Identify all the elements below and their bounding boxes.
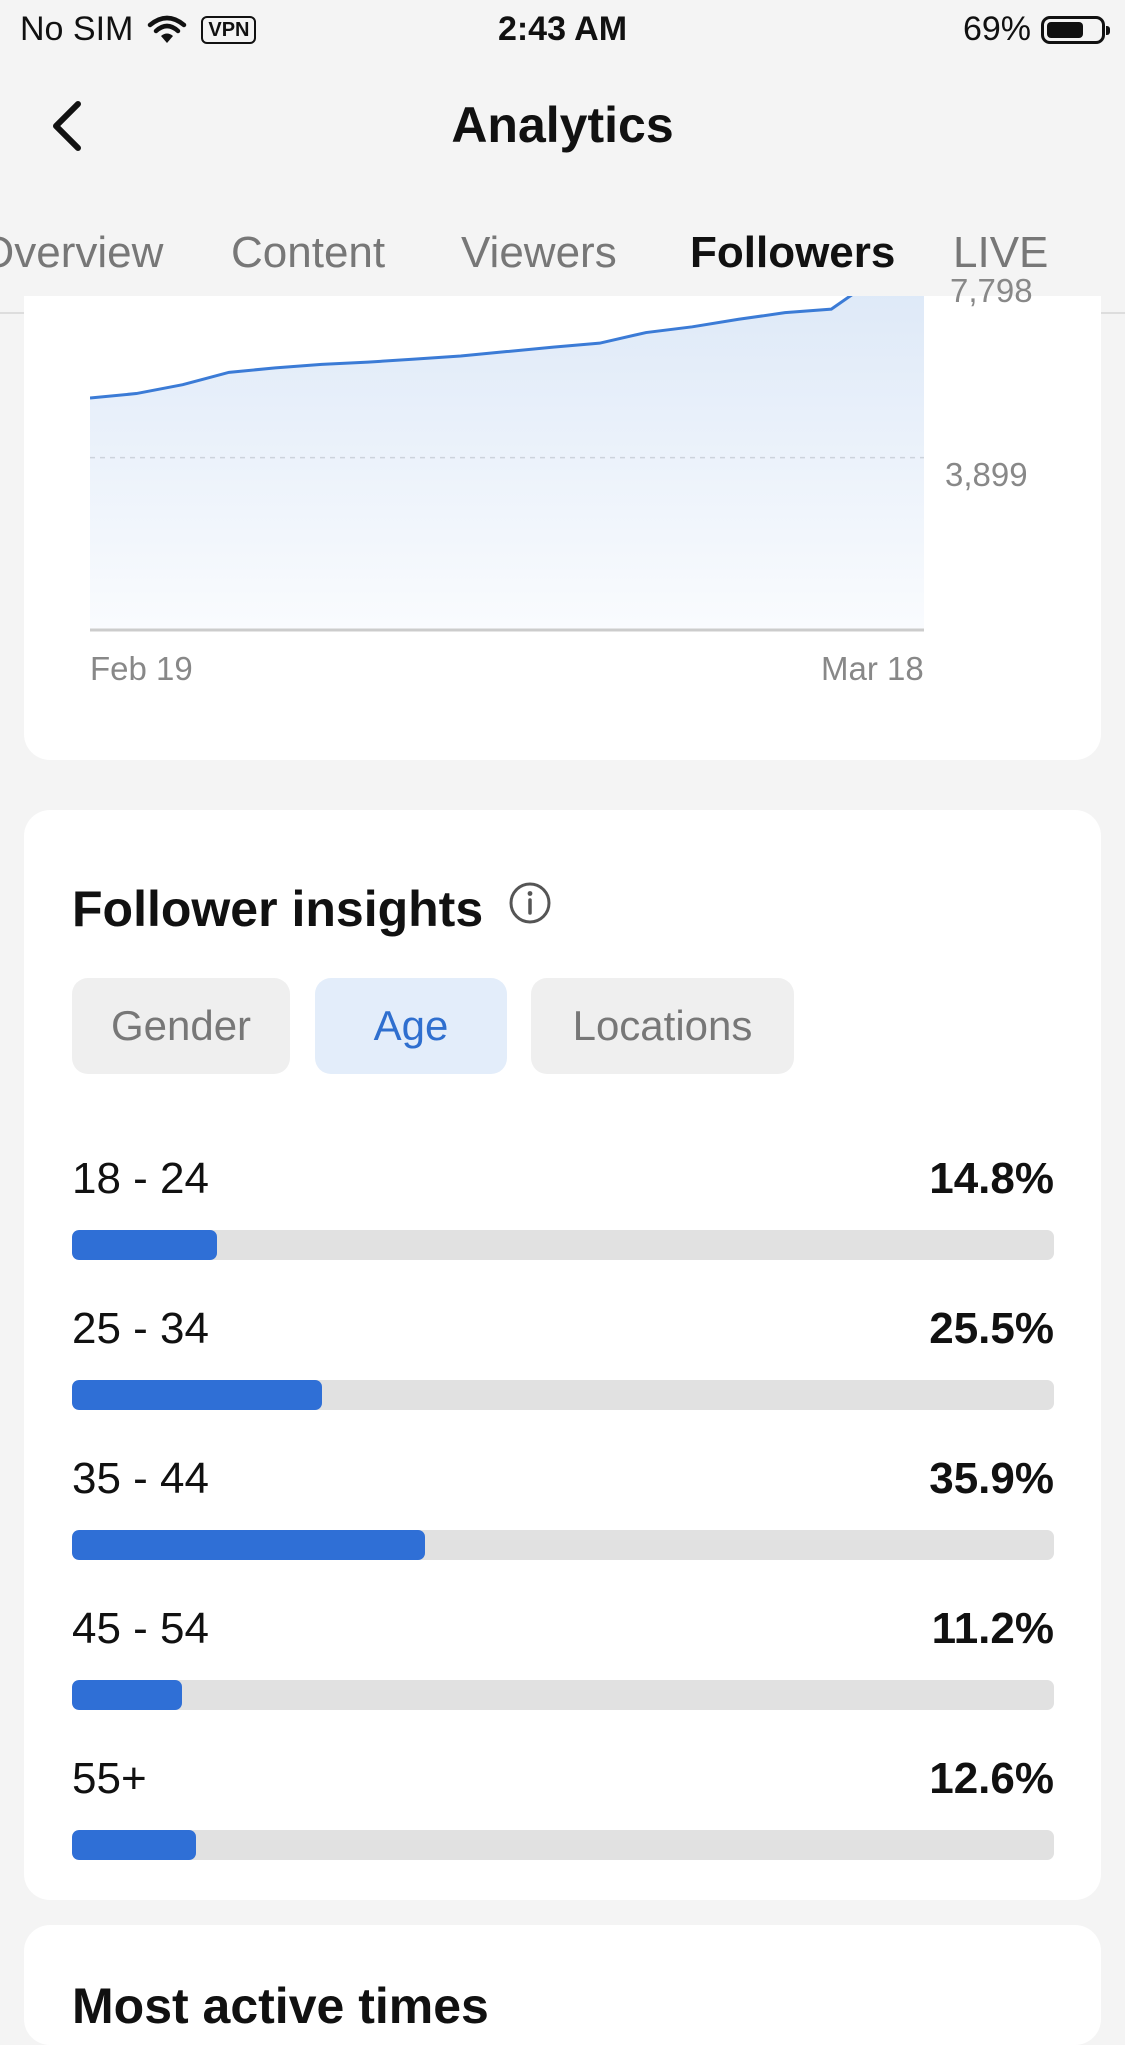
vpn-badge: VPN [201,15,257,44]
area-fill [90,296,924,630]
tab-overview[interactable]: Overview [0,228,164,277]
age-bar-track [72,1830,1054,1860]
section-title: Most active times [72,1978,489,2034]
age-percent: 25.5% [929,1304,1054,1353]
section-title: Follower insights [72,881,484,937]
status-left: No SIM VPN [20,10,257,49]
most-active-times-card: Most active times [24,1925,1101,2045]
age-percent: 11.2% [931,1604,1054,1653]
wifi-icon [148,15,187,43]
info-icon[interactable] [507,880,553,926]
age-row: 25 - 34 25.5% [72,1304,1054,1434]
age-bar-track [72,1680,1054,1710]
age-row: 55+ 12.6% [72,1754,1054,1884]
age-bar-fill [72,1380,323,1410]
age-row: 45 - 54 11.2% [72,1604,1054,1734]
age-range-label: 18 - 24 [72,1154,209,1203]
age-range-label: 35 - 44 [72,1454,209,1503]
chip-age[interactable]: Age [315,978,507,1074]
status-bar: No SIM VPN 2:43 AM 69% [0,0,1125,62]
age-bar-fill [72,1830,196,1860]
age-percent: 35.9% [929,1454,1054,1503]
y-tick-label: 3,899 [945,456,1028,493]
age-bar-track [72,1380,1054,1410]
x-end-label: Mar 18 [821,650,924,687]
clock: 2:43 AM [497,10,628,48]
age-bar-track [72,1230,1054,1260]
followers-chart-card: 7,798 3,899 Feb 19 Mar 18 [24,272,1101,760]
series-line [90,296,853,400]
tab-live[interactable]: LIVE [953,228,1049,277]
age-row: 35 - 44 35.9% [72,1454,1054,1584]
age-row: 18 - 24 14.8% [72,1154,1054,1284]
chip-gender[interactable]: Gender [72,978,290,1074]
followers-chart [90,296,924,632]
age-range-label: 55+ [72,1754,147,1803]
battery-percent: 69% [962,10,1031,48]
tab-followers[interactable]: Followers [690,228,896,277]
age-bar-fill [72,1230,218,1260]
x-start-label: Feb 19 [90,650,193,687]
age-bar-fill [72,1530,425,1560]
battery-icon [1041,15,1110,44]
chip-locations[interactable]: Locations [531,978,794,1074]
nav-header: Analytics [0,62,1125,192]
age-percent: 14.8% [929,1154,1054,1203]
age-range-label: 45 - 54 [72,1604,209,1653]
back-arrow-icon[interactable] [40,96,100,156]
tab-viewers[interactable]: Viewers [461,228,617,277]
y-tick-label: 7,798 [950,272,1033,309]
age-percent: 12.6% [929,1754,1054,1803]
status-right: 69% [962,10,1110,49]
age-bar-track [72,1530,1054,1560]
age-range-label: 25 - 34 [72,1304,209,1353]
follower-insights-card: Follower insights Gender Age Locations 1… [24,810,1101,1900]
age-bar-fill [72,1680,182,1710]
page-title: Analytics [451,97,674,153]
carrier-label: No SIM [20,10,134,48]
tab-content[interactable]: Content [231,228,386,277]
